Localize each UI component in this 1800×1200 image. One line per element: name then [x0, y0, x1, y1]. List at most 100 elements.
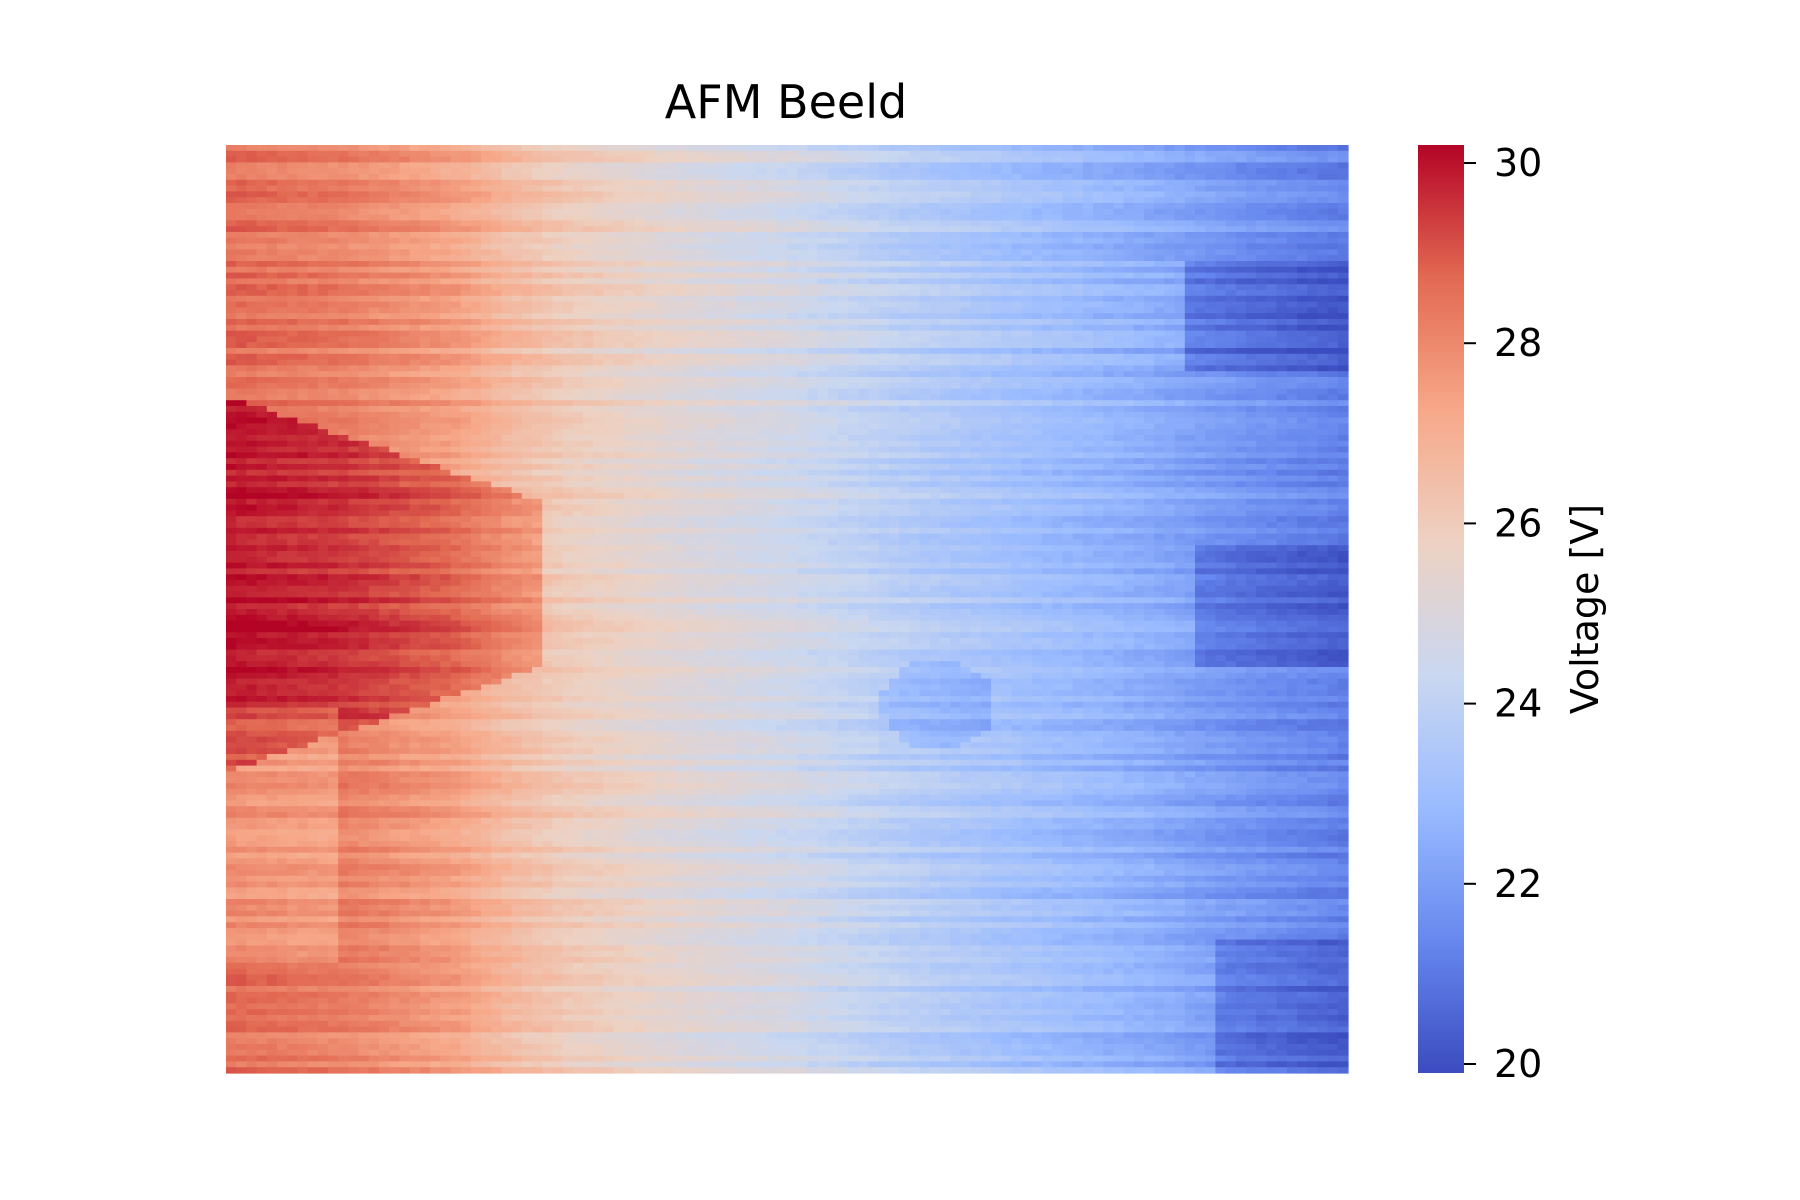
heatmap-cell: [1021, 359, 1033, 366]
heatmap-cell: [1001, 290, 1012, 297]
heatmap-cell: [1195, 330, 1206, 337]
heatmap-cell: [1297, 220, 1308, 227]
heatmap-cell: [664, 272, 676, 279]
heatmap-cell: [1317, 359, 1329, 366]
heatmap-cell: [970, 388, 982, 395]
heatmap-cell: [634, 156, 645, 163]
heatmap-cell: [256, 179, 268, 187]
heatmap-cell: [307, 156, 319, 163]
heatmap-cell: [266, 324, 278, 332]
heatmap-cell: [776, 156, 788, 163]
heatmap-cell: [1144, 400, 1155, 407]
heatmap-cell: [501, 185, 513, 192]
heatmap-cell: [562, 266, 574, 274]
heatmap-cell: [1317, 365, 1329, 372]
heatmap-cell: [715, 295, 727, 303]
heatmap-cell: [1082, 249, 1094, 256]
heatmap-cell: [970, 203, 982, 210]
heatmap-cell: [787, 162, 798, 169]
heatmap-cell: [613, 336, 625, 343]
heatmap-cell: [1001, 156, 1012, 163]
heatmap-cell: [1144, 208, 1155, 216]
heatmap-cell: [940, 330, 951, 337]
heatmap-cell: [542, 203, 553, 210]
heatmap-cell: [674, 203, 686, 210]
heatmap-cell: [409, 243, 421, 250]
heatmap-cell: [1327, 348, 1339, 355]
heatmap-cell: [1184, 150, 1196, 158]
heatmap-cell: [1174, 243, 1186, 250]
heatmap-cell: [858, 145, 870, 152]
heatmap-cell: [348, 377, 360, 384]
heatmap-cell: [348, 342, 360, 349]
heatmap-cell: [521, 382, 533, 390]
heatmap-cell: [481, 295, 492, 303]
heatmap-cell: [1011, 237, 1023, 245]
heatmap-cell: [1123, 150, 1135, 158]
heatmap-cell: [848, 243, 859, 250]
heatmap-cell: [746, 319, 757, 326]
heatmap-cell: [960, 191, 972, 198]
heatmap-cell: [797, 348, 808, 355]
heatmap-cell: [1001, 232, 1012, 239]
heatmap-cell: [644, 226, 655, 233]
heatmap-cell: [1317, 290, 1329, 297]
heatmap-cell: [470, 313, 482, 320]
heatmap-cell: [419, 330, 431, 337]
heatmap-cell: [491, 365, 502, 372]
heatmap-cell: [827, 307, 839, 314]
heatmap-cell: [1297, 185, 1308, 192]
heatmap-cell: [685, 214, 696, 221]
heatmap-cell: [572, 290, 584, 297]
heatmap-cell: [1246, 359, 1257, 366]
heatmap-cell: [317, 406, 329, 413]
heatmap-cell: [583, 336, 594, 343]
heatmap-cell: [1072, 394, 1084, 401]
heatmap-cell: [1297, 394, 1308, 401]
heatmap-cell: [817, 400, 829, 407]
heatmap-cell: [736, 179, 747, 187]
heatmap-cell: [838, 203, 849, 210]
heatmap-cell: [481, 400, 492, 407]
heatmap-cell: [654, 203, 666, 210]
heatmap-cell: [858, 272, 870, 279]
heatmap-cell: [1286, 232, 1298, 239]
heatmap-cell: [1062, 336, 1074, 343]
heatmap-cell: [399, 377, 411, 384]
heatmap-cell: [256, 353, 268, 361]
heatmap-cell: [715, 179, 727, 187]
heatmap-cell: [328, 313, 339, 320]
heatmap-cell: [1011, 226, 1023, 233]
heatmap-cell: [623, 377, 635, 384]
heatmap-cell: [1307, 220, 1318, 227]
heatmap-cell: [1123, 197, 1135, 204]
heatmap-cell: [532, 150, 543, 158]
heatmap-cell: [1062, 249, 1074, 256]
heatmap-cell: [1062, 295, 1074, 303]
heatmap-cell: [1215, 243, 1227, 250]
heatmap-cell: [307, 191, 319, 198]
heatmap-cell: [338, 237, 349, 245]
heatmap-cell: [1266, 156, 1278, 163]
heatmap-cell: [440, 371, 451, 378]
heatmap-cell: [705, 162, 717, 169]
heatmap-cell: [623, 278, 635, 285]
heatmap-cell: [1337, 336, 1349, 343]
heatmap-cell: [572, 261, 584, 268]
heatmap-cell: [552, 185, 564, 192]
heatmap-cell: [919, 365, 931, 372]
heatmap-cell: [532, 226, 543, 233]
heatmap-cell: [613, 382, 625, 390]
heatmap-cell: [909, 208, 921, 216]
heatmap-cell: [889, 348, 900, 355]
heatmap-cell: [501, 388, 513, 395]
heatmap-cell: [1133, 266, 1145, 274]
heatmap-cell: [1225, 353, 1237, 361]
heatmap-cell: [328, 191, 339, 198]
heatmap-cell: [644, 319, 655, 326]
heatmap-cell: [481, 359, 492, 366]
heatmap-cell: [419, 266, 431, 274]
heatmap-cell: [1031, 243, 1043, 250]
heatmap-cell: [654, 145, 666, 152]
heatmap-cell: [878, 191, 890, 198]
